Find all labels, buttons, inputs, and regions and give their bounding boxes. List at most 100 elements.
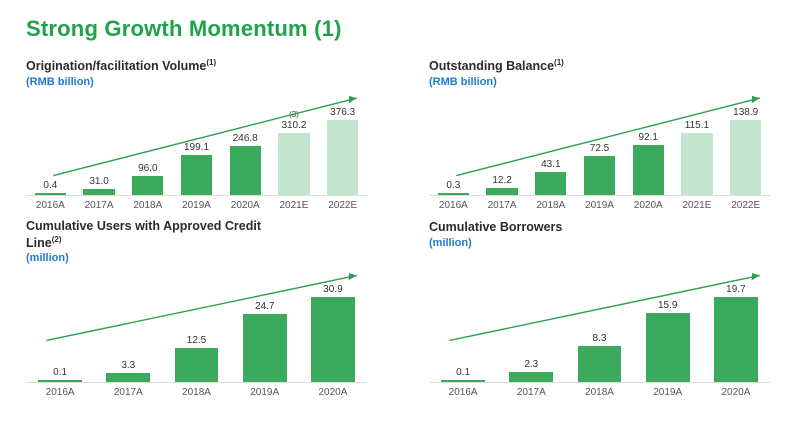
bar-actual	[437, 193, 469, 195]
bar-group: 376.3	[318, 94, 367, 195]
chart-origination-volume: Origination/facilitation Volume(1) (RMB …	[26, 58, 367, 211]
bar-value-label: 2.3	[524, 359, 539, 370]
bars-container: 0.3 12.2 43.1 72.5 92.1 115.1 138.9	[429, 94, 770, 196]
chart-outstanding-balance: Outstanding Balance(1) (RMB billion) 0.3…	[429, 58, 770, 211]
slide-title: Strong Growth Momentum (1)	[26, 16, 342, 41]
bar-actual	[632, 145, 664, 195]
category-axis: 2016A 2017A 2018A 2019A 2020A 2021E 2022E	[26, 200, 367, 211]
category-label: 2017A	[516, 387, 546, 398]
category-axis: 2016A 2017A 2018A 2019A 2020A	[26, 387, 367, 398]
bar-group: 115.1	[673, 94, 722, 195]
chart-title: Cumulative Borrowers	[429, 219, 669, 236]
bar-value-label: 12.2	[492, 175, 512, 186]
bar-footnote: (3)	[289, 110, 299, 119]
bar-actual	[106, 373, 151, 382]
category-label: 2020A	[318, 387, 348, 398]
bar-actual	[83, 189, 115, 195]
category-label: 2018A	[182, 387, 211, 398]
bar-estimate	[730, 120, 762, 195]
bars-container: 0.4 31.0 96.0 199.1 246.8 (3) 310.2 376.3	[26, 94, 367, 196]
bar-group: 92.1	[624, 94, 673, 195]
bar-value-label: 96.0	[138, 163, 158, 174]
bar-estimate	[327, 120, 359, 195]
chart-title-footnote: (2)	[51, 234, 62, 244]
plot-area: 0.4 31.0 96.0 199.1 246.8 (3) 310.2 376.3	[26, 94, 367, 196]
bar-group: 43.1	[526, 94, 575, 195]
category-label: 2016A	[35, 200, 65, 211]
bar-actual	[180, 155, 213, 195]
bar-actual	[229, 146, 261, 195]
chart-title: Origination/facilitation Volume(1)	[26, 58, 266, 75]
bar-group: 2.3	[497, 271, 565, 382]
charts-grid: Origination/facilitation Volume(1) (RMB …	[26, 58, 770, 398]
bar-value-label: 19.7	[726, 284, 746, 295]
bar-actual	[38, 380, 82, 382]
category-axis: 2016A 2017A 2018A 2019A 2020A 2021E 2022E	[429, 200, 770, 211]
chart-unit-label: (million)	[26, 252, 69, 265]
category-label: 2019A	[250, 387, 280, 398]
bar-group: 0.3	[429, 94, 478, 195]
bar-actual	[577, 346, 622, 382]
category-label: 2018A	[585, 387, 614, 398]
bar-actual	[34, 193, 66, 195]
chart-cumulative-users: Cumulative Users with Approved Credit Li…	[26, 219, 367, 398]
bar-value-label: 92.1	[638, 132, 658, 143]
category-label: 2019A	[653, 387, 683, 398]
bar-group: 96.0	[123, 94, 172, 195]
category-label: 2018A	[133, 200, 163, 211]
category-axis: 2016A 2017A 2018A 2019A 2020A	[429, 387, 770, 398]
bar-group: 30.9	[299, 271, 367, 382]
bar-group: 72.5	[575, 94, 624, 195]
bar-actual	[242, 314, 287, 382]
slide: Strong Growth Momentum (1) Origination/f…	[26, 16, 770, 398]
bar-value-label: 15.9	[657, 300, 678, 311]
chart-unit-label: (RMB billion)	[26, 75, 94, 88]
bar-group: 8.3	[565, 271, 633, 382]
bar-group: 31.0	[75, 94, 124, 195]
bar-group: 0.1	[429, 271, 497, 382]
bar-value-label: 0.3	[446, 180, 461, 191]
category-label: 2017A	[84, 200, 114, 211]
bar-group: 24.7	[231, 271, 299, 382]
bar-value-label: 3.3	[121, 360, 136, 371]
bar-value-label: 115.1	[684, 120, 710, 131]
category-label: 2020A	[721, 387, 751, 398]
category-label: 2016A	[45, 387, 75, 398]
bar-value-label: 12.5	[186, 335, 207, 346]
chart-unit-label: (million)	[429, 236, 472, 249]
chart-title-footnote: (1)	[554, 58, 564, 67]
chart-title-text: Cumulative Borrowers	[429, 220, 563, 235]
bar-group: 12.5	[162, 271, 230, 382]
bars-container: 0.1 2.3 8.3 15.9 19.7	[429, 271, 770, 383]
category-label: 2021E	[279, 200, 309, 211]
category-label: 2022E	[731, 200, 761, 211]
bar-value-label: 0.4	[43, 180, 58, 191]
bar-value-label: 43.1	[541, 159, 561, 170]
category-label: 2018A	[536, 200, 566, 211]
bar-estimate	[278, 133, 310, 195]
bar-estimate	[681, 133, 713, 195]
bar-value-label: 0.1	[456, 367, 471, 378]
chart-header: Cumulative Borrowers (million)	[429, 219, 770, 267]
category-label: 2022E	[328, 200, 358, 211]
chart-title-footnote: (1)	[206, 58, 217, 67]
bar-group: (3) 310.2	[270, 94, 319, 195]
category-label: 2019A	[182, 200, 211, 211]
bar-actual	[441, 380, 485, 382]
plot-area: 0.3 12.2 43.1 72.5 92.1 115.1 138.9	[429, 94, 770, 196]
bar-actual	[645, 313, 690, 382]
bar-group: 0.4	[26, 94, 75, 195]
category-label: 2019A	[585, 200, 614, 211]
bar-group: 0.1	[26, 271, 94, 382]
bar-group: 246.8	[221, 94, 270, 195]
bar-actual	[132, 176, 164, 195]
chart-header: Origination/facilitation Volume(1) (RMB …	[26, 58, 367, 90]
chart-title: Outstanding Balance(1)	[429, 58, 669, 75]
category-label: 2020A	[633, 200, 663, 211]
plot-area: 0.1 2.3 8.3 15.9 19.7	[429, 271, 770, 383]
bars-container: 0.1 3.3 12.5 24.7 30.9	[26, 271, 367, 383]
bar-actual	[486, 188, 518, 195]
bar-value-label: 24.7	[254, 301, 275, 312]
chart-header: Cumulative Users with Approved Credit Li…	[26, 219, 367, 267]
chart-cumulative-borrowers: Cumulative Borrowers (million) 0.1 2.3 8.3…	[429, 219, 770, 398]
